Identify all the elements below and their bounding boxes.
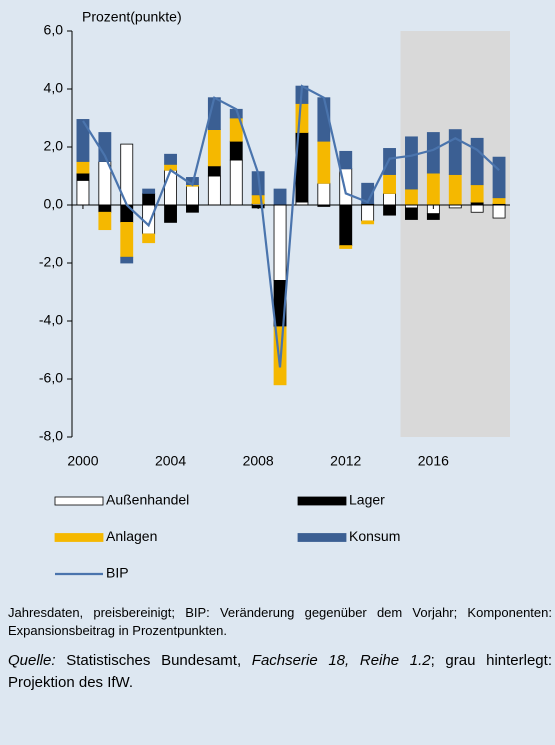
bar-segment (405, 188, 418, 206)
bar-segment (448, 174, 462, 206)
y-tick-label: 2,0 (44, 138, 64, 154)
bar-segment (383, 148, 396, 175)
source-label: Quelle: (8, 652, 56, 669)
bar-segment (383, 204, 396, 216)
bar-segment (492, 204, 506, 219)
bar-segment (164, 169, 177, 206)
bar-segment (229, 159, 243, 206)
bar-segment (76, 179, 90, 206)
bar-segment (470, 184, 484, 203)
bar-segment (361, 204, 375, 222)
bar-segment (448, 129, 462, 175)
bar-segment (142, 233, 156, 244)
bar-segment (98, 211, 112, 231)
bar-segment (426, 213, 440, 220)
x-tick-label: 2016 (418, 453, 449, 469)
source-text: Statistisches Bundesamt, (55, 652, 252, 669)
projection-shade (400, 31, 510, 437)
bar-segment (98, 161, 112, 206)
bar-segment (98, 204, 112, 213)
legend-swatch (54, 533, 104, 542)
bar-segment (383, 192, 396, 206)
x-tick-label: 2012 (330, 453, 361, 469)
bar-segment (405, 136, 418, 190)
legend-label: BIP (106, 565, 129, 581)
bar-segment (273, 204, 287, 281)
bar-segment (470, 137, 484, 186)
y-tick-label: -4,0 (39, 312, 63, 328)
description-note: Jahresdaten, preisbereinigt; BIP: Veränd… (8, 605, 552, 638)
chart: Prozent(punkte) -8,0 -6,0 -4,0 -2,0 0,0 2,0 4,… (39, 9, 510, 581)
legend-label: Anlagen (106, 528, 157, 544)
bar-segment (426, 132, 440, 174)
y-tick-label: 4,0 (44, 80, 64, 96)
bar-segment (120, 221, 134, 258)
bar-segment (207, 129, 221, 167)
bar-segment (273, 188, 287, 206)
y-axis-label: Prozent(punkte) (82, 9, 182, 25)
source-rest: ; grau hinterlegt: Projektion des IfW. (8, 652, 552, 691)
bar-segment (186, 204, 199, 213)
bar-segment (142, 188, 156, 194)
bar-segment (76, 172, 90, 181)
bar-segment (186, 185, 199, 206)
y-tick-label: 0,0 (44, 196, 64, 212)
y-tick-label: -8,0 (39, 428, 63, 444)
legend-swatch (54, 496, 104, 506)
bar-segment (339, 150, 353, 170)
bar-segment (426, 172, 440, 206)
x-tick-label: 2008 (243, 453, 274, 469)
legend-label: Konsum (349, 528, 400, 544)
source-note: Quelle: Statistisches Bundesamt, Fachser… (8, 650, 552, 694)
legend-label: Lager (349, 492, 385, 508)
bar-segment (76, 119, 90, 162)
bar-segment (317, 140, 331, 184)
bar-segment (142, 204, 156, 235)
bar-segment (120, 256, 134, 264)
bar-segment (492, 197, 506, 204)
bar-segment (229, 140, 243, 161)
bar-segment (339, 245, 353, 249)
bar-segment (142, 192, 156, 206)
bar-segment (164, 153, 177, 165)
y-tick-label: -2,0 (39, 254, 63, 270)
legend-swatch (297, 533, 347, 542)
bar-segment (492, 156, 506, 199)
y-tick-label: 6,0 (44, 22, 64, 38)
y-tick-label: -6,0 (39, 370, 63, 386)
bar-segment (361, 220, 375, 225)
legend-label: Außenhandel (106, 492, 189, 508)
legend-swatch (297, 496, 347, 506)
bar-segment (207, 175, 221, 206)
bar-segment (383, 174, 396, 194)
bar-segment (76, 161, 90, 174)
bar-segment (317, 182, 331, 206)
x-tick-label: 2000 (67, 453, 98, 469)
bar-segment (207, 165, 221, 177)
source-publication: Fachserie 18, Reihe 1.2 (251, 652, 431, 669)
bip-line (82, 84, 500, 368)
bar-segment (339, 204, 353, 246)
x-tick-label: 2004 (155, 453, 186, 469)
bar-segment (405, 207, 418, 220)
bar-segment (470, 204, 484, 213)
